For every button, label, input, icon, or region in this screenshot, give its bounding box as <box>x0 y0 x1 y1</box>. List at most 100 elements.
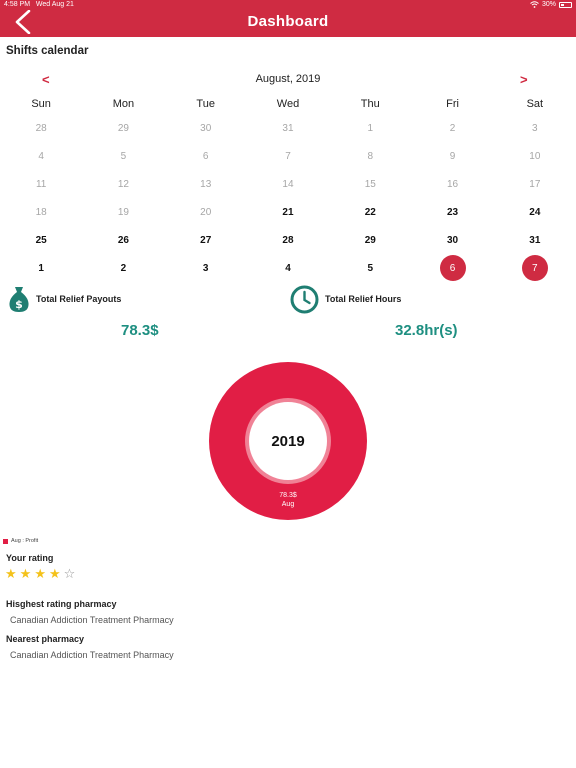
back-arrow-icon[interactable] <box>12 10 36 34</box>
calendar-day[interactable]: 3 <box>165 255 247 281</box>
calendar-day[interactable]: 18 <box>0 199 82 225</box>
calendar-day[interactable]: 12 <box>82 171 164 197</box>
next-month-button[interactable]: > <box>520 72 528 87</box>
hours-value: 32.8hr(s) <box>395 322 458 339</box>
calendar-day[interactable]: 23 <box>411 199 493 225</box>
day-number: 15 <box>364 178 376 190</box>
calendar-day[interactable]: 9 <box>411 143 493 169</box>
calendar-day[interactable]: 3 <box>494 115 576 141</box>
calendar-day[interactable]: 26 <box>82 227 164 253</box>
weekday-label: Wed <box>276 98 300 110</box>
calendar-day[interactable]: 19 <box>82 199 164 225</box>
calendar-day[interactable]: 13 <box>165 171 247 197</box>
calendar-grid: Sun Mon Tue Wed Thu Fri Sat 28 29 30 31 … <box>0 94 576 282</box>
calendar-day[interactable]: 25 <box>0 227 82 253</box>
calendar-day[interactable]: 11 <box>0 171 82 197</box>
page-title: Dashboard <box>247 13 329 30</box>
calendar-day[interactable]: 24 <box>494 199 576 225</box>
calendar-day[interactable]: 28 <box>0 115 82 141</box>
day-number: 21 <box>282 206 294 218</box>
calendar-day[interactable]: 7 <box>247 143 329 169</box>
calendar-day-shift[interactable]: 7 <box>494 255 576 281</box>
calendar-day[interactable]: 29 <box>329 227 411 253</box>
day-number: 3 <box>202 262 209 274</box>
calendar-day[interactable]: 20 <box>165 199 247 225</box>
calendar-day[interactable]: 4 <box>247 255 329 281</box>
day-number: 31 <box>282 122 294 134</box>
day-number: 1 <box>38 262 44 274</box>
calendar-day[interactable]: 6 <box>165 143 247 169</box>
calendar-day[interactable]: 8 <box>329 143 411 169</box>
calendar-day[interactable]: 5 <box>82 143 164 169</box>
weekday-label: Tue <box>196 98 215 110</box>
calendar-day[interactable]: 31 <box>494 227 576 253</box>
calendar-week: 28 29 30 31 1 2 3 <box>0 114 576 142</box>
day-number: 2 <box>449 122 456 134</box>
day-number: 19 <box>117 206 129 218</box>
day-number: 1 <box>367 122 374 134</box>
calendar-day[interactable]: 28 <box>247 227 329 253</box>
calendar-day[interactable]: 31 <box>247 115 329 141</box>
day-number: 27 <box>200 234 212 246</box>
hours-stat: Total Relief Hours <box>290 284 401 314</box>
day-number: 16 <box>446 178 459 190</box>
status-date: Wed Aug 21 <box>35 1 74 8</box>
weekday-label: Thu <box>360 98 380 110</box>
calendar-day[interactable]: 14 <box>247 171 329 197</box>
calendar-day[interactable]: 30 <box>411 227 493 253</box>
calendar-day[interactable]: 27 <box>165 227 247 253</box>
highest-rating-title: Hisghest rating pharmacy <box>6 599 117 609</box>
day-number: 3 <box>532 122 538 134</box>
calendar-day[interactable]: 1 <box>329 115 411 141</box>
calendar-day[interactable]: 29 <box>82 115 164 141</box>
calendar-day[interactable]: 21 <box>247 199 329 225</box>
calendar-day[interactable]: 4 <box>0 143 82 169</box>
calendar-day[interactable]: 17 <box>494 171 576 197</box>
nearest-pharmacy-title: Nearest pharmacy <box>6 634 85 644</box>
star-filled-icon: ★ <box>48 566 61 581</box>
app-header: 4:58 PM Wed Aug 21 30% Dashboard <box>0 0 576 37</box>
day-number: 25 <box>35 234 47 246</box>
battery-icon <box>559 1 572 8</box>
day-number: 7 <box>285 150 291 162</box>
prev-month-button[interactable]: < <box>42 72 50 87</box>
calendar-day[interactable]: 10 <box>494 143 576 169</box>
star-filled-icon: ★ <box>34 566 46 581</box>
day-number: 2 <box>120 262 127 274</box>
day-number: 29 <box>117 122 129 134</box>
highest-rating-pharmacy: Canadian Addiction Treatment Pharmacy <box>10 615 174 625</box>
day-number: 28 <box>282 234 294 246</box>
star-empty-icon: ☆ <box>63 566 76 581</box>
day-number: 22 <box>364 206 376 218</box>
calendar-day[interactable]: 16 <box>411 171 493 197</box>
calendar-day[interactable]: 22 <box>329 199 411 225</box>
calendar-day[interactable]: 2 <box>82 255 164 281</box>
nearest-pharmacy-name: Canadian Addiction Treatment Pharmacy <box>10 650 174 660</box>
star-filled-icon: ★ <box>5 566 17 581</box>
status-time-date: 4:58 PM Wed Aug 21 <box>4 1 74 8</box>
calendar-day[interactable]: 2 <box>411 115 493 141</box>
calendar-day-shift[interactable]: 6 <box>411 255 493 281</box>
day-number: 18 <box>35 206 47 218</box>
chart-legend: Aug : Profit <box>3 538 38 544</box>
calendar-week: 25 26 27 28 29 30 31 <box>0 226 576 254</box>
status-bar: 4:58 PM Wed Aug 21 30% <box>4 1 572 11</box>
calendar-day[interactable]: 15 <box>329 171 411 197</box>
calendar-day[interactable]: 5 <box>329 255 411 281</box>
day-number: 31 <box>529 234 541 246</box>
calendar-day[interactable]: 30 <box>165 115 247 141</box>
day-number: 26 <box>117 234 129 246</box>
wifi-icon <box>530 1 539 8</box>
chart-center-year: 2019 <box>271 433 304 450</box>
weekday-label: Sun <box>31 98 51 110</box>
clock-icon <box>290 285 319 313</box>
day-number: 5 <box>120 150 127 162</box>
calendar-week: 1 2 3 4 5 6 7 <box>0 254 576 282</box>
calendar-week: 18 19 20 21 22 23 24 <box>0 198 576 226</box>
weekday-label: Fri <box>446 98 459 110</box>
star-filled-icon: ★ <box>19 566 32 581</box>
calendar-day[interactable]: 1 <box>0 255 82 281</box>
day-number: 12 <box>117 178 129 190</box>
day-number: 30 <box>200 122 212 134</box>
day-number: 6 <box>439 255 466 281</box>
